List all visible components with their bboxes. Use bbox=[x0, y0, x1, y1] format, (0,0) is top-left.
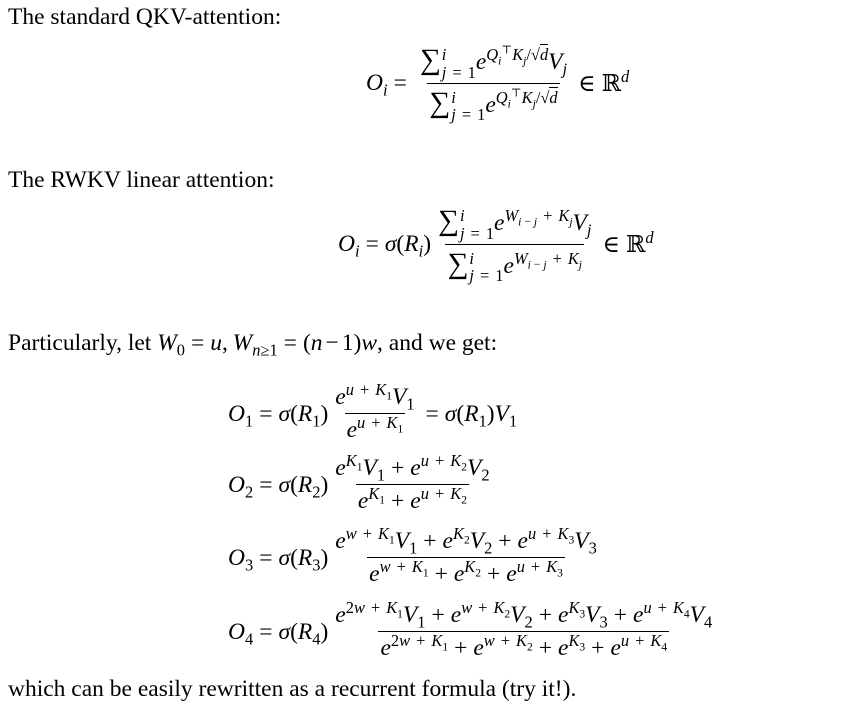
inline-math: W0 = u, Wn≥1 = (n −1)w bbox=[157, 330, 378, 360]
fraction: e2w + K1V1 + ew + K2V2 + eK3V3 + eu + K4V4 e2w + K1 + ew +… bbox=[333, 598, 714, 662]
denominator: eK1 + eu + K2 bbox=[355, 484, 469, 514]
numerator: eK1V1 + eu + K2V2 bbox=[335, 451, 490, 485]
denominator: e2w + K1 + ew + K2 + eK3 + eu + K4 bbox=[378, 631, 670, 661]
equation-lhs: O2 = σ(R2) bbox=[228, 471, 329, 502]
fraction: ∑ i j = 1 eWi − j + KjVj ∑ i j = 1 eWi − j + Kj bbox=[436, 205, 593, 285]
numerator: ∑ i j = 1 eWi − j + KjVj bbox=[438, 205, 592, 243]
fraction: ew + K1V1 + eK2V2 + eu + K3V3 ew + K1 + eK2 + eu + K3 bbox=[333, 524, 598, 588]
equation-lhs: Oi = σ(Ri) bbox=[338, 231, 432, 262]
equation-row-o2: O2 = σ(R2) eK1V1 + eu + K2V2 eK1 + eu + K2 bbox=[228, 451, 495, 515]
qkv-attention-equation: Oi = ∑ i j = 1 eQi⊤Kj/√dVj ∑ i j = 1 eQi⊤Kj/√d ∈ ℝd bbox=[366, 44, 629, 124]
equation-rhs: ∈ ℝd bbox=[578, 67, 630, 98]
numerator: eu + K1V1 bbox=[335, 380, 415, 414]
fraction: ∑ i j = 1 eQi⊤Kj/√dVj ∑ i j = 1 eQi⊤Kj/√d bbox=[418, 44, 569, 124]
equation-rhs: ∈ ℝd bbox=[602, 228, 654, 259]
fraction: eu + K1V1 eu + K1 bbox=[333, 380, 416, 444]
particularly-text: Particularly, let W0 = u, Wn≥1 = (n −1)w, and… bbox=[8, 330, 498, 360]
intro-qkv-text: The standard QKV-attention: bbox=[8, 4, 282, 30]
equation-row-o4: O4 = σ(R4) e2w + K1V1 + ew + K2V2 + eK3V3 + eu + K4V4 e2… bbox=[228, 598, 717, 662]
equation-lhs: Oi = bbox=[366, 70, 407, 101]
equation-lhs: O1 = σ(R1) bbox=[228, 400, 329, 431]
equation-row-o1: O1 = σ(R1) eu + K1V1 eu + K1 = σ(R1)V1 bbox=[228, 380, 518, 444]
numerator: ∑ i j = 1 eQi⊤Kj/√dVj bbox=[419, 44, 568, 82]
equation-lhs: O3 = σ(R3) bbox=[228, 544, 329, 575]
denominator: ∑ i j = 1 eQi⊤Kj/√d bbox=[427, 82, 560, 124]
denominator: ∑ i j = 1 eWi − j + Kj bbox=[445, 243, 584, 285]
intro-rwkv-text: The RWKV linear attention: bbox=[8, 167, 275, 193]
text-prefix: Particularly, let bbox=[8, 330, 158, 356]
denominator: ew + K1 + eK2 + eu + K3 bbox=[367, 557, 565, 587]
equation-lhs: O4 = σ(R4) bbox=[228, 618, 329, 649]
equation-rhs: = σ(R1)V1 bbox=[425, 400, 518, 431]
equation-row-o3: O3 = σ(R3) ew + K1V1 + eK2V2 + eu + K3V3 ew + K1 + eK2 + e… bbox=[228, 524, 602, 588]
text-suffix: , and we get: bbox=[377, 330, 498, 356]
fraction: eK1V1 + eu + K2V2 eK1 + eu + K2 bbox=[333, 451, 491, 515]
rwkv-attention-equation: Oi = σ(Ri) ∑ i j = 1 eWi − j + KjVj ∑ i j = 1 eWi − j + Kj ∈… bbox=[338, 205, 654, 285]
numerator: e2w + K1V1 + ew + K2V2 + eK3V3 + eu + K4V4 bbox=[335, 598, 713, 632]
numerator: ew + K1V1 + eK2V2 + eu + K3V3 bbox=[335, 524, 597, 558]
denominator: eu + K1 bbox=[344, 413, 406, 443]
closing-text: which can be easily rewritten as a recur… bbox=[8, 676, 577, 702]
